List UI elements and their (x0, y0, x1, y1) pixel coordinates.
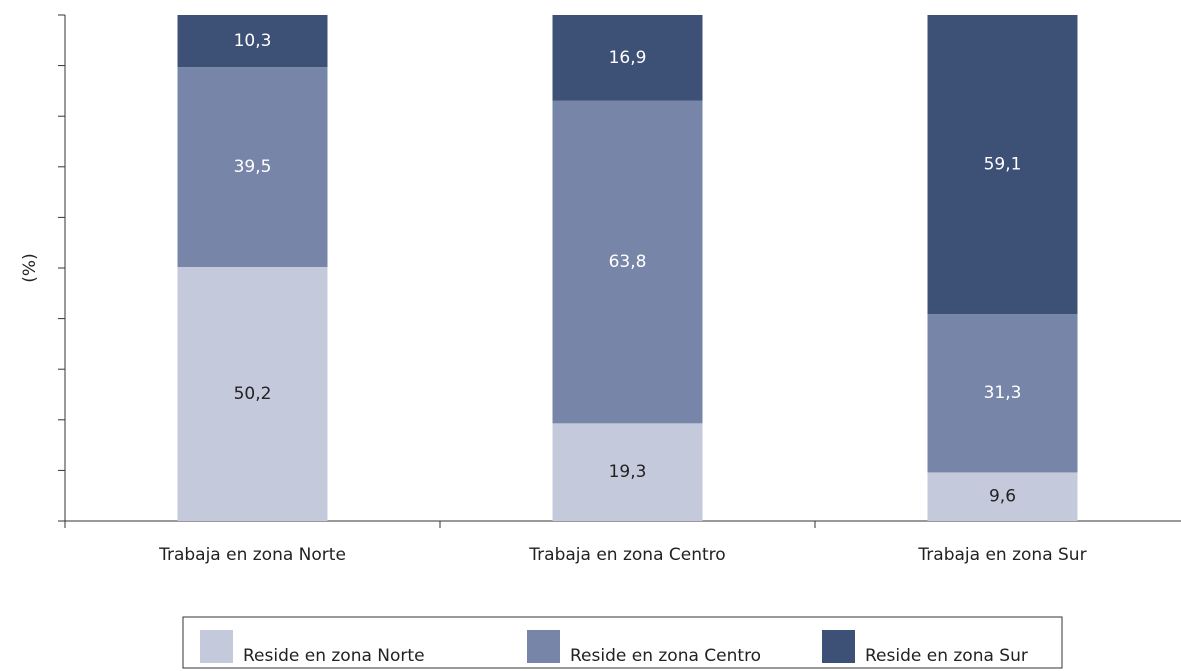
data-label: 50,2 (234, 384, 272, 404)
bar-segment (552, 100, 703, 424)
legend-box (182, 616, 1063, 669)
legend-label: Reside en zona Sur (865, 646, 1028, 666)
bar-segment (927, 15, 1078, 315)
data-label: 59,1 (984, 155, 1022, 175)
legend-swatch (527, 630, 560, 663)
bar-segment (552, 15, 703, 101)
bar-segment (927, 472, 1078, 521)
legend-swatch (200, 630, 233, 663)
data-label: 39,5 (234, 157, 272, 177)
data-label: 9,6 (989, 487, 1016, 507)
legend-label: Reside en zona Centro (570, 646, 761, 666)
x-tick-label: Trabaja en zona Sur (917, 545, 1086, 565)
data-label: 10,3 (234, 31, 272, 51)
legend-label: Reside en zona Norte (243, 646, 425, 666)
bar-segment (177, 67, 328, 267)
x-tick-label: Trabaja en zona Centro (528, 545, 725, 565)
y-axis-label: (%) (20, 253, 40, 282)
bar-segment (177, 266, 328, 521)
x-tick-label: Trabaja en zona Norte (158, 545, 346, 565)
bar-segment (552, 423, 703, 521)
legend-swatch (822, 630, 855, 663)
bar-segment (927, 314, 1078, 473)
data-label: 16,9 (609, 48, 647, 68)
data-label: 19,3 (609, 462, 647, 482)
data-label: 63,8 (609, 252, 647, 272)
bar-segment (177, 15, 328, 68)
data-label: 31,3 (984, 383, 1022, 403)
